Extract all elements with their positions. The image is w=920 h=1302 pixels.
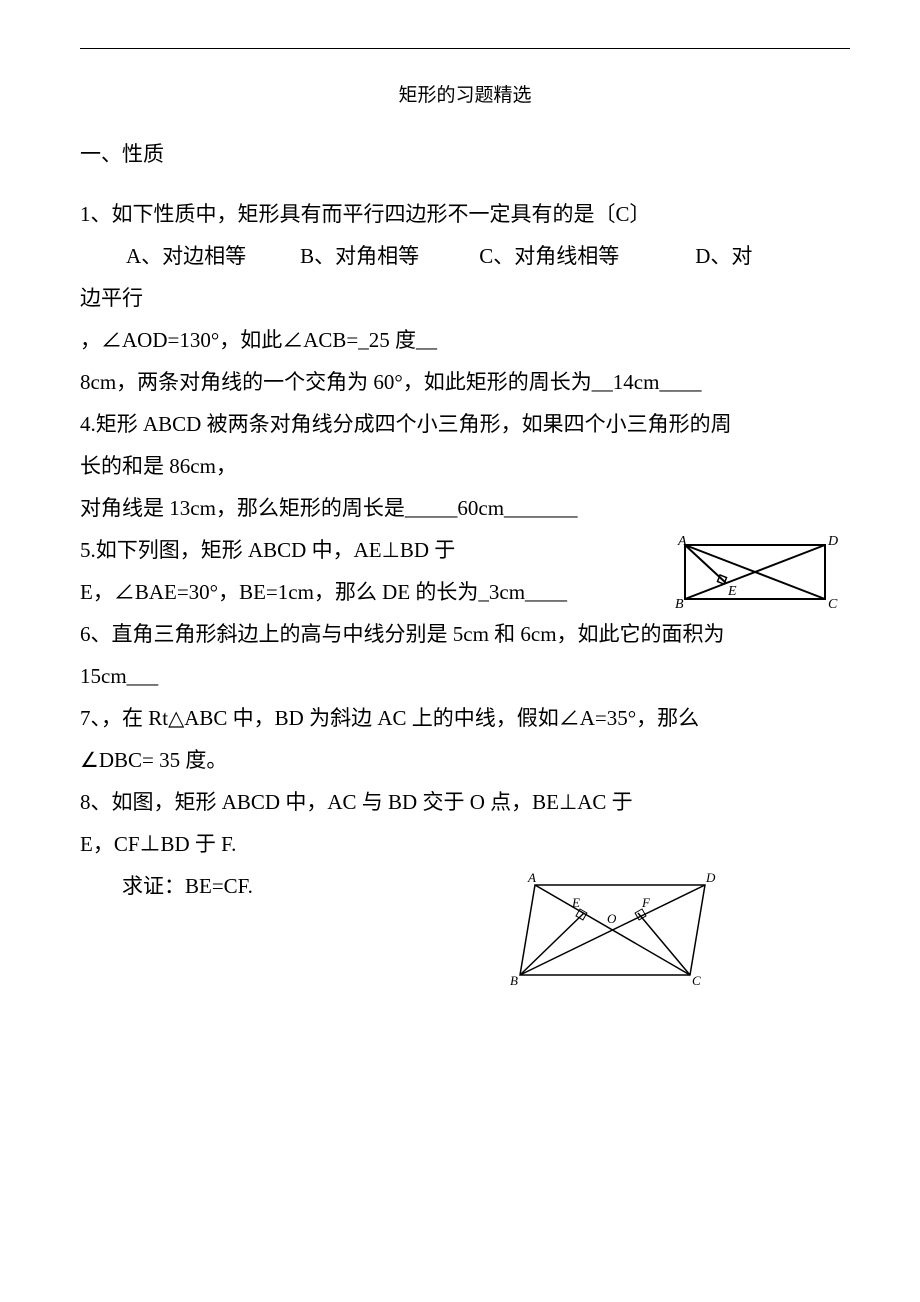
svg-text:A: A [527, 870, 536, 885]
q1-stem: 1、如下性质中，矩形具有而平行四边形不一定具有的是〔C〕 [80, 193, 850, 235]
q5-block: 5.如下列图，矩形 ABCD 中，AE⊥BD 于 E，∠BAE=30°，BE=1… [80, 529, 850, 613]
svg-text:O: O [607, 911, 617, 926]
q3-line: 8cm，两条对角线的一个交角为 60°，如此矩形的周长为__14cm____ [80, 361, 850, 403]
svg-text:C: C [692, 973, 701, 988]
q1-choice-d: D、对 [695, 235, 752, 277]
figure-q5: A D B C E [670, 533, 840, 618]
section-heading: 一、性质 [80, 135, 850, 175]
q7-line1: 7、，在 Rt△ABC 中，BD 为斜边 AC 上的中线，假如∠A=35°，那么 [80, 697, 850, 739]
q1-choices: A、对边相等 B、对角相等 C、对角线相等 D、对 [80, 235, 850, 277]
q8-line2: E，CF⊥BD 于 F. [80, 823, 850, 865]
figure-q8: A D B C E F O [490, 865, 740, 1010]
svg-text:A: A [677, 534, 687, 549]
q6-line1: 6、直角三角形斜边上的高与中线分别是 5cm 和 6cm，如此它的面积为 [80, 613, 850, 655]
q4-line1: 4.矩形 ABCD 被两条对角线分成四个小三角形，如果四个小三角形的周 [80, 403, 850, 445]
svg-text:F: F [641, 895, 651, 910]
header-rule [80, 48, 850, 49]
svg-text:D: D [705, 870, 716, 885]
q1-choice-b: B、对角相等 [300, 235, 419, 277]
svg-text:E: E [571, 895, 580, 910]
q4-line3: 对角线是 13cm，那么矩形的周长是_____60cm_______ [80, 487, 850, 529]
svg-text:B: B [510, 973, 518, 988]
q8-proof-block: 求证：BE=CF. A D B C E F O [80, 865, 850, 907]
svg-text:B: B [675, 597, 684, 612]
q2-line: ，∠AOD=130°，如此∠ACB=_25 度__ [80, 319, 850, 361]
q8-line1: 8、如图，矩形 ABCD 中，AC 与 BD 交于 O 点，BE⊥AC 于 [80, 781, 850, 823]
q1-choice-c: C、对角线相等 [479, 235, 619, 277]
svg-text:E: E [727, 584, 737, 599]
q1-choice-d-cont: 边平行 [80, 277, 850, 319]
doc-title: 矩形的习题精选 [80, 80, 850, 107]
q7-line2: ∠DBC= 35 度。 [80, 739, 850, 781]
q1-choice-a: A、对边相等 [126, 235, 246, 277]
svg-text:D: D [827, 534, 838, 549]
q6-line2: 15cm___ [80, 655, 850, 697]
svg-text:C: C [828, 597, 838, 612]
q4-line2: 长的和是 86cm， [80, 445, 850, 487]
